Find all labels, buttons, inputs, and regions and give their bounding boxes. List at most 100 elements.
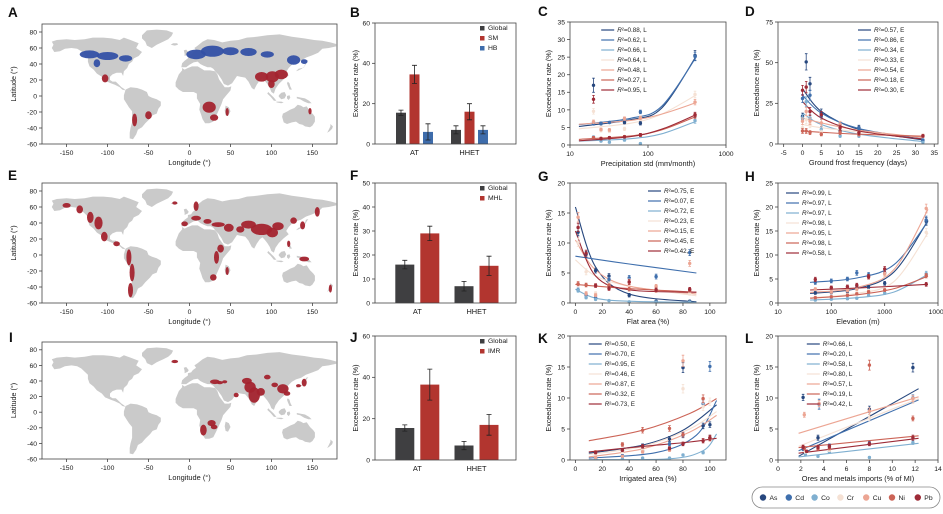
metal-label: Ni — [899, 495, 906, 502]
data-point — [838, 126, 842, 130]
continent — [181, 193, 337, 253]
y-tick-label: 0 — [561, 457, 565, 464]
map-region — [62, 203, 71, 208]
series-points-Co — [813, 270, 928, 302]
bar — [451, 129, 461, 144]
continent — [267, 408, 277, 417]
y-axis-label: Exceedance rate (%) — [351, 364, 360, 431]
x-axis-label: Precipitation std (mm/month) — [601, 159, 695, 168]
data-point — [701, 450, 705, 455]
legend-label: R²=0.32, E — [605, 391, 635, 398]
map-canvas — [51, 188, 337, 299]
data-point — [681, 432, 685, 437]
data-point — [593, 455, 598, 460]
error-bar — [402, 259, 408, 270]
legend-label: R²=0.95, E — [605, 361, 635, 368]
map-region — [300, 59, 308, 64]
map-region — [101, 231, 108, 242]
legend-label: R²=0.87, E — [605, 381, 635, 388]
map-region — [207, 420, 216, 427]
data-point — [622, 135, 627, 139]
x-tick-label: 100 — [266, 465, 278, 472]
continent — [276, 417, 284, 420]
map-region — [233, 392, 239, 398]
bar-series-MHL — [420, 225, 499, 303]
x-tick-label: 150 — [307, 309, 319, 316]
data-point — [804, 117, 808, 122]
data-point — [708, 364, 712, 369]
data-point — [924, 273, 928, 278]
data-point — [924, 206, 928, 211]
data-point — [622, 127, 627, 131]
plot-canvas — [798, 359, 919, 460]
panel-K: 0 20 40 60 80 100 0 5 10 15 20 R²=0.50, E R²=0.70, E… — [538, 331, 727, 483]
data-point — [813, 277, 817, 282]
x-tick-label: 100 — [704, 309, 716, 316]
y-tick-label: 15 — [557, 210, 565, 217]
y-tick-label: 60 — [29, 363, 37, 370]
data-point — [816, 445, 820, 449]
x-tick-label: 100 — [826, 309, 838, 316]
metal-dot-Co — [811, 494, 818, 501]
bar — [420, 384, 440, 460]
legend-swatch — [480, 46, 485, 51]
y-tick-label: 40 — [362, 375, 370, 382]
x-axis-label: Longitude (°) — [168, 473, 210, 482]
panel-letter: A — [8, 5, 18, 20]
y-tick-label: 0 — [769, 300, 773, 307]
y-tick-label: 15 — [557, 90, 565, 97]
data-point — [804, 129, 808, 133]
fit-curve-Co — [575, 288, 697, 303]
legend-label: R²=0.42, L — [823, 401, 853, 408]
legend-label: R²=0.95, L — [802, 230, 832, 237]
series-points-Pb — [800, 81, 925, 138]
metal-label: Cr — [847, 495, 855, 502]
data-point — [802, 413, 806, 417]
map-region — [210, 274, 217, 281]
bar — [479, 265, 499, 303]
legend-label: IMR — [488, 348, 501, 355]
panel-letter: E — [8, 168, 17, 183]
map-canvas — [51, 347, 337, 455]
x-tick-label: 20 — [598, 309, 606, 316]
y-tick-label: 20 — [557, 72, 565, 79]
data-point — [855, 292, 859, 296]
data-point — [838, 130, 842, 135]
data-point — [924, 230, 928, 235]
map-region — [296, 384, 301, 388]
y-axis-label: Exceedance rate (%) — [544, 364, 553, 431]
y-tick-label: -60 — [27, 300, 37, 307]
data-point — [654, 274, 658, 279]
map-region — [256, 388, 265, 396]
data-point — [845, 293, 850, 297]
bar — [395, 428, 415, 460]
legend-label: R²=0.88, L — [617, 27, 647, 34]
data-point — [800, 119, 805, 123]
continent — [278, 251, 287, 259]
map-region — [211, 222, 225, 228]
map-region — [222, 380, 228, 384]
data-point — [576, 225, 580, 230]
y-tick-label: 60 — [362, 20, 370, 27]
legend-label: Global — [488, 185, 508, 192]
data-point — [819, 132, 823, 136]
legend-label: R²=0.18, E — [874, 77, 904, 84]
x-tick-label: 10 — [889, 466, 897, 473]
fit-curve-Pb — [574, 230, 697, 293]
bar-series-Global — [395, 424, 474, 460]
data-point — [593, 268, 598, 273]
legend-label: R²=0.19, L — [823, 391, 853, 398]
data-point — [924, 282, 928, 286]
y-tick-label: 40 — [29, 220, 37, 227]
data-point — [688, 250, 692, 255]
data-point — [827, 444, 832, 449]
x-tick-label: 0 — [801, 150, 805, 157]
map-region — [236, 226, 245, 233]
fit-curve-Cu — [798, 396, 919, 434]
x-tick-label: -100 — [101, 309, 115, 316]
data-point — [638, 116, 643, 120]
data-point — [800, 129, 805, 133]
legend-label: Global — [488, 25, 508, 32]
continent — [175, 225, 232, 283]
